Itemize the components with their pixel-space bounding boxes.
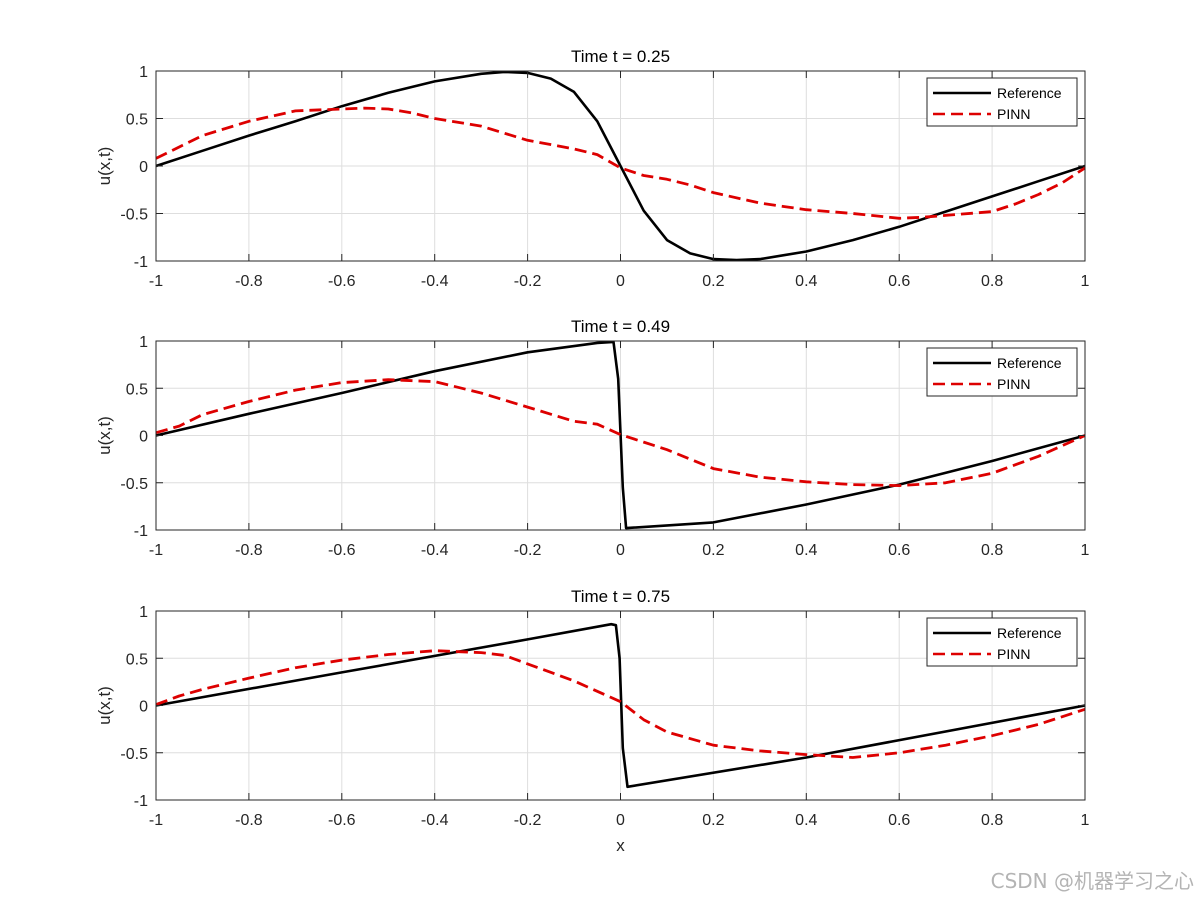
- x-tick-label: 0.4: [795, 273, 817, 290]
- y-tick-label: -0.5: [120, 207, 148, 224]
- x-tick-label: -0.4: [421, 542, 449, 559]
- series-line-reference: [155, 70, 1086, 262]
- x-tick-label: -0.8: [235, 812, 263, 829]
- x-tick-label: 1: [1081, 273, 1090, 290]
- x-tick-label: 1: [1081, 542, 1090, 559]
- y-tick-label: 0.5: [126, 651, 148, 668]
- x-tick-label: 0.6: [888, 273, 910, 290]
- x-tick-label: 0: [616, 273, 625, 290]
- series-line-pinn: [155, 649, 1086, 759]
- y-tick-label: 1: [139, 604, 148, 621]
- x-tick-label: -0.6: [328, 273, 356, 290]
- legend-box: [926, 347, 1078, 397]
- legend: Reference PINN: [926, 77, 1078, 127]
- y-tick-label: 0: [139, 429, 148, 446]
- x-tick-label: 0.6: [888, 812, 910, 829]
- x-tick-label: -0.4: [421, 273, 449, 290]
- y-tick-label: 0: [139, 159, 148, 176]
- y-tick-label: -1: [134, 793, 148, 810]
- chart-title: Time t = 0.25: [571, 47, 670, 66]
- y-tick-label: 0: [139, 699, 148, 716]
- x-tick-label: -0.6: [328, 542, 356, 559]
- subplot-3: -1 -0.8 -0.6 -0.4 -0.2 0 0.2 0.4 0.6 0.8 1 -1 -0.5 0 0…: [95, 587, 1090, 855]
- x-tick-label: 0.8: [981, 273, 1003, 290]
- legend: Reference PINN: [926, 617, 1078, 667]
- x-tick-label: 0.2: [702, 273, 724, 290]
- series-line-reference: [155, 622, 1086, 789]
- x-tick-label: -0.2: [514, 273, 542, 290]
- x-tick-label: -0.2: [514, 542, 542, 559]
- y-axis-label: u(x,t): [95, 147, 114, 186]
- x-tick-label: 0.4: [795, 812, 817, 829]
- watermark: CSDN @机器学习之心: [990, 869, 1194, 893]
- y-axis-label: u(x,t): [95, 686, 114, 725]
- x-tick-label: -1: [149, 542, 163, 559]
- series-line-pinn: [155, 106, 1086, 220]
- y-tick-label: -0.5: [120, 476, 148, 493]
- x-tick-label: -0.2: [514, 812, 542, 829]
- legend: Reference PINN: [926, 347, 1078, 397]
- x-tick-label: -0.4: [421, 812, 449, 829]
- y-tick-label: -0.5: [120, 746, 148, 763]
- legend-label-reference: Reference: [997, 355, 1062, 371]
- x-tick-label: -1: [149, 812, 163, 829]
- x-tick-label: 1: [1081, 812, 1090, 829]
- y-tick-label: 0.5: [126, 381, 148, 398]
- y-tick-label: 1: [139, 64, 148, 81]
- y-axis-label: u(x,t): [95, 416, 114, 455]
- legend-label-pinn: PINN: [997, 646, 1030, 662]
- x-tick-label: 0.4: [795, 542, 817, 559]
- series-line-reference: [155, 340, 1086, 530]
- x-tick-label: 0.2: [702, 812, 724, 829]
- x-tick-label: 0: [616, 812, 625, 829]
- x-tick-label: -0.8: [235, 542, 263, 559]
- legend-box: [926, 77, 1078, 127]
- y-tick-label: -1: [134, 523, 148, 540]
- legend-box: [926, 617, 1078, 667]
- chart-title: Time t = 0.75: [571, 587, 670, 606]
- x-tick-label: 0.8: [981, 542, 1003, 559]
- y-tick-label: -1: [134, 254, 148, 271]
- x-tick-label: -1: [149, 273, 163, 290]
- legend-label-pinn: PINN: [997, 376, 1030, 392]
- x-tick-label: -0.8: [235, 273, 263, 290]
- y-tick-label: 0.5: [126, 112, 148, 129]
- legend-label-pinn: PINN: [997, 106, 1030, 122]
- x-tick-label: 0.2: [702, 542, 724, 559]
- subplot-2: -1 -0.8 -0.6 -0.4 -0.2 0 0.2 0.4 0.6 0.8 1 -1 -0.5 0 0…: [95, 317, 1090, 559]
- legend-label-reference: Reference: [997, 85, 1062, 101]
- chart-title: Time t = 0.49: [571, 317, 670, 336]
- x-tick-label: 0.6: [888, 542, 910, 559]
- x-tick-label: 0: [616, 542, 625, 559]
- subplot-1: -1 -0.8 -0.6 -0.4 -0.2 0 0.2 0.4 0.6 0.8 1 -1 -0.5 0 0…: [95, 47, 1090, 290]
- legend-label-reference: Reference: [997, 625, 1062, 641]
- x-tick-label: -0.6: [328, 812, 356, 829]
- x-axis-label: x: [616, 836, 625, 855]
- x-tick-label: 0.8: [981, 812, 1003, 829]
- series-line-pinn: [155, 378, 1086, 488]
- y-tick-label: 1: [139, 334, 148, 351]
